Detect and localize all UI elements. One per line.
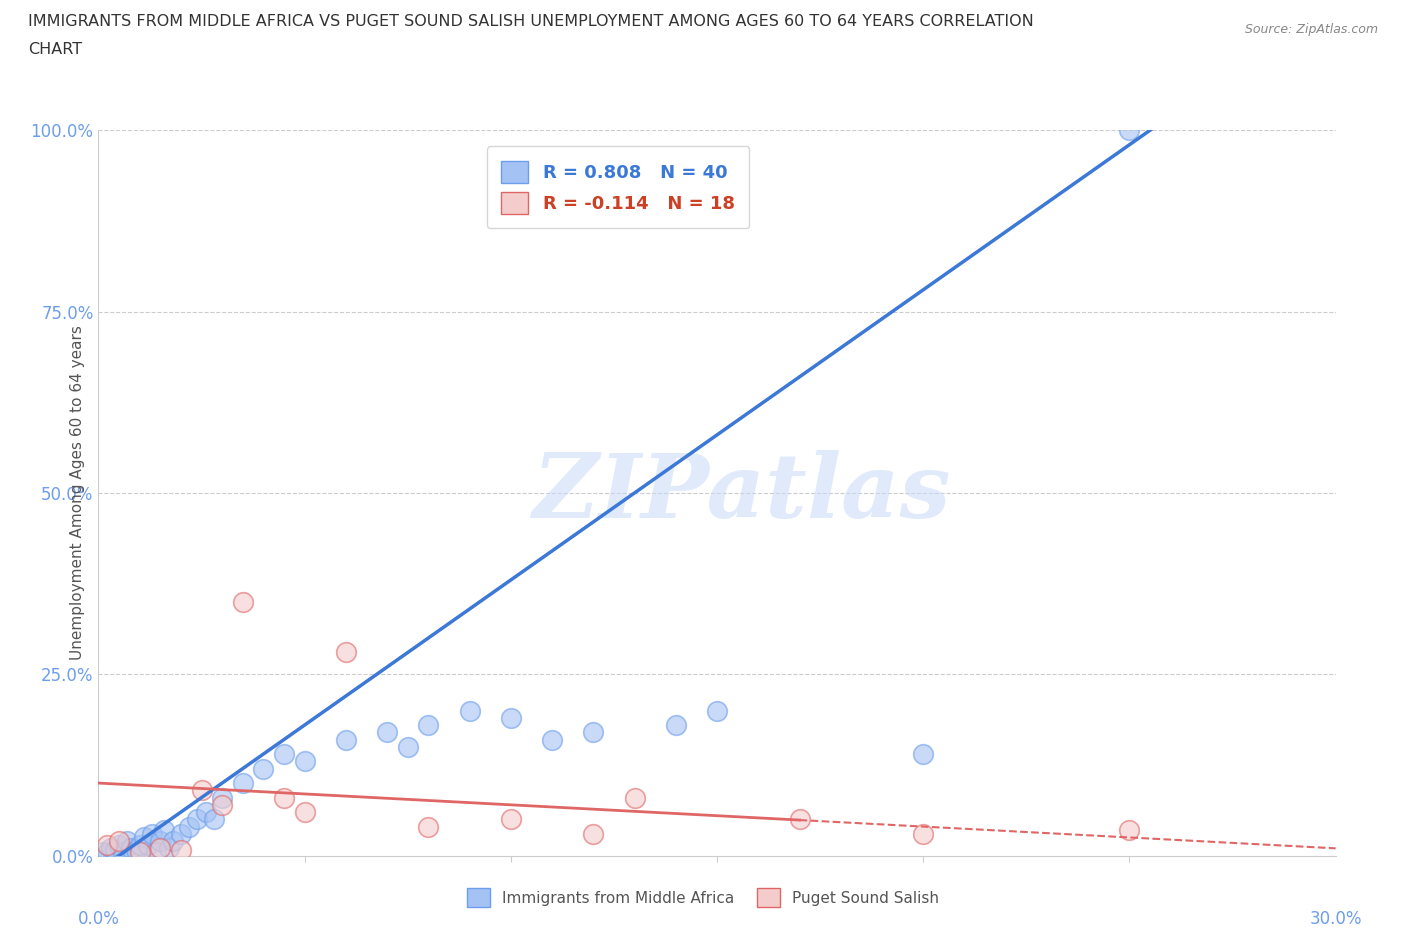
Point <box>912 747 935 762</box>
Point <box>211 790 233 805</box>
Point <box>232 776 254 790</box>
Point <box>396 739 419 754</box>
Point <box>162 833 184 848</box>
Point <box>170 843 193 857</box>
Text: IMMIGRANTS FROM MIDDLE AFRICA VS PUGET SOUND SALISH UNEMPLOYMENT AMONG AGES 60 T: IMMIGRANTS FROM MIDDLE AFRICA VS PUGET S… <box>28 14 1033 29</box>
Point <box>294 804 316 819</box>
Point <box>186 812 208 827</box>
Point <box>91 844 114 859</box>
Point <box>273 790 295 805</box>
Point <box>194 804 217 819</box>
Point <box>96 846 118 861</box>
Point <box>132 830 155 845</box>
Point <box>1118 823 1140 838</box>
Point <box>211 797 233 812</box>
Point <box>108 833 131 848</box>
Point <box>202 812 225 827</box>
Point <box>100 841 122 856</box>
Point <box>149 833 172 848</box>
Point <box>149 841 172 856</box>
Point <box>335 732 357 747</box>
Point <box>418 718 440 733</box>
Point <box>294 754 316 769</box>
Legend: Immigrants from Middle Africa, Puget Sound Salish: Immigrants from Middle Africa, Puget Sou… <box>461 883 945 913</box>
Point <box>418 819 440 834</box>
Point <box>153 823 176 838</box>
Text: ZIPatlas: ZIPatlas <box>533 449 950 537</box>
Point <box>157 841 180 856</box>
Point <box>120 841 142 856</box>
Y-axis label: Unemployment Among Ages 60 to 64 years: Unemployment Among Ages 60 to 64 years <box>69 326 84 660</box>
Point <box>232 594 254 609</box>
Text: 0.0%: 0.0% <box>77 910 120 928</box>
Point <box>623 790 645 805</box>
Legend: R = 0.808   N = 40, R = -0.114   N = 18: R = 0.808 N = 40, R = -0.114 N = 18 <box>486 147 749 229</box>
Point <box>1118 123 1140 138</box>
Point <box>789 812 811 827</box>
Point <box>141 827 163 842</box>
Point <box>145 844 167 859</box>
Point <box>582 827 605 842</box>
Point <box>375 724 398 739</box>
Point <box>179 819 201 834</box>
Point <box>124 843 146 857</box>
Text: CHART: CHART <box>28 42 82 57</box>
Point <box>96 837 118 852</box>
Text: Source: ZipAtlas.com: Source: ZipAtlas.com <box>1244 23 1378 36</box>
Point <box>117 833 139 848</box>
Point <box>104 843 127 857</box>
Point <box>335 645 357 660</box>
Point <box>665 718 688 733</box>
Point <box>499 812 522 827</box>
Point <box>499 711 522 725</box>
Point <box>458 703 481 718</box>
Point <box>128 837 150 852</box>
Point <box>706 703 728 718</box>
Point <box>912 827 935 842</box>
Point <box>582 724 605 739</box>
Point <box>128 844 150 859</box>
Point <box>170 827 193 842</box>
Point <box>252 761 274 776</box>
Text: 30.0%: 30.0% <box>1309 910 1362 928</box>
Point <box>273 747 295 762</box>
Point <box>108 837 131 852</box>
Point <box>136 837 159 852</box>
Point <box>112 844 135 859</box>
Point <box>541 732 564 747</box>
Point <box>190 783 212 798</box>
